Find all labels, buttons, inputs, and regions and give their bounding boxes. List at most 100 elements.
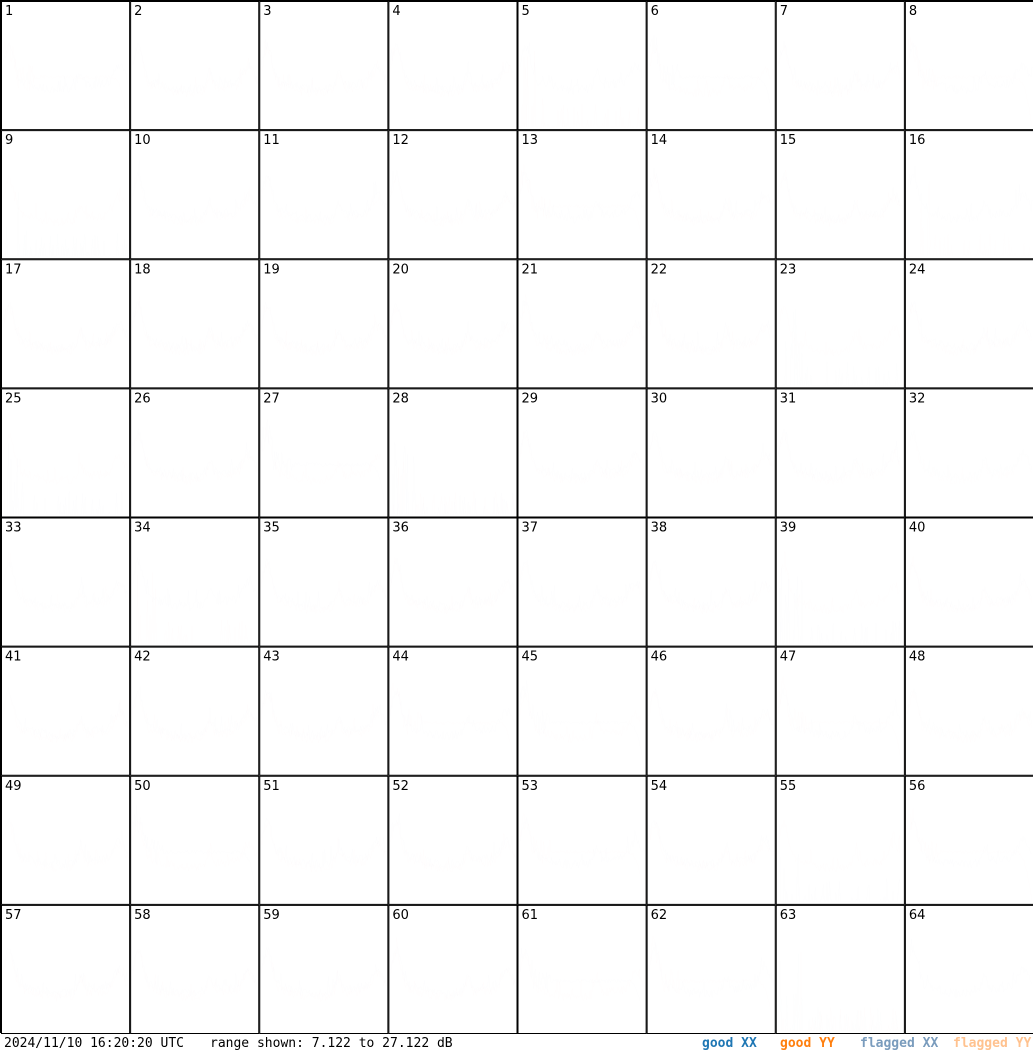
panel-27: 27 (259, 388, 389, 518)
panel-frame (1, 517, 131, 647)
range-readout: range shown: 7.122 to 27.122 dB (210, 1036, 453, 1051)
panel-12: 12 (388, 130, 518, 260)
series-yy-10 (132, 176, 257, 225)
panel-35: 35 (259, 517, 389, 647)
panel-11: 11 (259, 130, 389, 260)
panel-frame (259, 1, 389, 131)
panel-44: 44 (388, 646, 518, 776)
series-xx-23 (778, 309, 903, 385)
series-xx-10 (132, 160, 257, 223)
panel-24: 24 (904, 259, 1033, 389)
series-xx-32 (907, 430, 1032, 480)
panel-frame (775, 775, 905, 905)
panel-6: 6 (646, 1, 776, 131)
series-xx-31 (778, 429, 903, 482)
panel-label: 26 (134, 391, 151, 406)
series-yy-40 (907, 556, 1032, 613)
panel-label: 45 (522, 650, 539, 665)
series-xx-63 (778, 954, 903, 1031)
panel-64: 64 (904, 904, 1033, 1034)
panel-frame (904, 775, 1033, 905)
panel-label: 14 (651, 133, 668, 148)
series-yy-61 (520, 953, 645, 1001)
panel-frame (130, 130, 260, 260)
panel-54: 54 (646, 775, 776, 905)
panel-49: 49 (1, 775, 131, 905)
panel-label: 60 (392, 908, 409, 923)
panel-label: 28 (392, 391, 409, 406)
panel-4: 4 (388, 1, 518, 131)
series-yy-29 (520, 432, 645, 484)
panel-frame (517, 775, 647, 905)
series-xx-15 (778, 172, 903, 223)
series-yy-44 (390, 683, 515, 772)
series-xx-57 (3, 948, 128, 998)
panel-57: 57 (1, 904, 131, 1034)
series-yy-37 (520, 562, 645, 613)
panel-frame (388, 259, 518, 389)
series-yy-12 (390, 175, 515, 227)
series-yy-15 (778, 170, 903, 226)
panel-label: 24 (909, 262, 926, 277)
panel-label: 4 (392, 4, 400, 19)
series-xx-52 (390, 813, 515, 868)
series-yy-26 (132, 433, 257, 485)
panel-59: 59 (259, 904, 389, 1034)
panel-32: 32 (904, 388, 1033, 518)
panel-frame (775, 388, 905, 518)
panel-frame (259, 517, 389, 647)
series-xx-49 (3, 818, 128, 868)
series-yy-38 (649, 562, 774, 614)
panel-29: 29 (517, 388, 647, 518)
series-yy-11 (261, 176, 386, 226)
series-yy-30 (649, 435, 774, 485)
panel-frame (388, 1, 518, 131)
panel-56: 56 (904, 775, 1033, 905)
panel-frame (388, 775, 518, 905)
series-xx-14 (649, 169, 774, 224)
series-yy-1 (3, 41, 128, 127)
panel-36: 36 (388, 517, 518, 647)
series-xx-61 (520, 948, 645, 1031)
series-yy-42 (132, 691, 257, 743)
panel-frame (646, 388, 776, 518)
series-xx-60 (390, 946, 515, 997)
panel-1: 1 (1, 1, 131, 131)
panel-55: 55 (775, 775, 905, 905)
series-xx-34 (132, 558, 257, 611)
series-yy-4 (390, 48, 515, 96)
legend-flagged-yy: flagged YY (953, 1036, 1032, 1051)
panel-label: 35 (263, 521, 280, 536)
panel-frame (388, 130, 518, 260)
series-yy-57 (3, 952, 128, 1002)
panel-frame (646, 904, 776, 1034)
panel-frame (130, 517, 260, 647)
panel-label: 17 (5, 262, 22, 277)
series-xx-21 (520, 301, 645, 353)
panel-2: 2 (130, 1, 260, 131)
panel-frame (646, 259, 776, 389)
panel-34: 34 (130, 517, 260, 647)
panel-frame (1, 130, 131, 260)
series-xx-13 (520, 172, 645, 223)
series-yy-49 (3, 822, 128, 872)
panel-frame (646, 517, 776, 647)
panel-label: 43 (263, 650, 280, 665)
series-yy-50 (132, 821, 257, 872)
panel-51: 51 (259, 775, 389, 905)
series-yy-62 (649, 936, 774, 1030)
series-xx-47 (778, 688, 903, 739)
panel-frame (646, 130, 776, 260)
series-xx-59 (261, 947, 386, 997)
panel-frame (904, 517, 1033, 647)
panel-label: 46 (651, 650, 668, 665)
series-xx-58 (132, 949, 257, 997)
panel-frame (904, 1, 1033, 131)
panel-label: 48 (909, 650, 926, 665)
panel-label: 10 (134, 133, 151, 148)
panel-label: 61 (522, 908, 539, 923)
panel-5: 5 (517, 1, 647, 131)
panel-frame (517, 388, 647, 518)
panel-frame (517, 130, 647, 260)
